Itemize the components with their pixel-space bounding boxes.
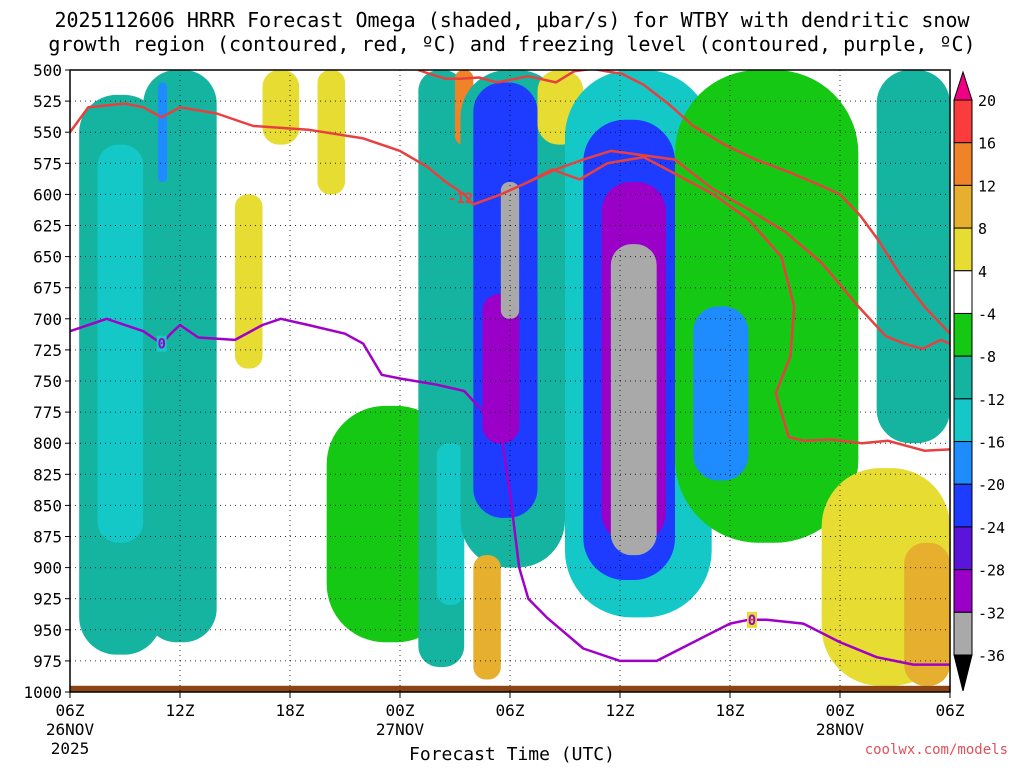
colorbar-box-6 bbox=[953, 398, 973, 443]
colorbar-box-1 bbox=[953, 611, 973, 656]
x-axis-title: Forecast Time (UTC) bbox=[409, 744, 615, 765]
credit-link[interactable]: coolwx.com/models bbox=[864, 742, 1008, 758]
y-tick-label-625: 625 bbox=[33, 217, 62, 236]
colorbar-label--20: -20 bbox=[978, 476, 1005, 494]
contour-label-0b: 0 bbox=[748, 613, 756, 629]
omega-cell-1 bbox=[97, 144, 144, 543]
colorbar-label--36: -36 bbox=[978, 647, 1005, 665]
y-tick-label-875: 875 bbox=[33, 528, 62, 547]
x-tick-label-6: 18Z bbox=[716, 701, 745, 720]
contour-1-segment-0 bbox=[70, 317, 950, 666]
colorbar-box-2 bbox=[953, 569, 973, 613]
colorbar-box-9 bbox=[953, 270, 973, 314]
terrain-band bbox=[70, 685, 950, 692]
omega-cell-20 bbox=[610, 244, 657, 556]
y-tick-label-675: 675 bbox=[33, 279, 62, 298]
colorbar-label--4: -4 bbox=[978, 305, 996, 323]
x-tick-label-3: 00Z bbox=[386, 701, 415, 720]
contour-0-segment-1 bbox=[417, 70, 950, 335]
y-tick-label-1000: 1000 bbox=[23, 683, 62, 702]
x-tick-label-8: 06Z bbox=[936, 701, 965, 720]
x-date-label-0: 26NOV bbox=[46, 720, 95, 739]
colorbar-label--12: -12 bbox=[978, 391, 1005, 409]
colorbar-box-7 bbox=[953, 355, 973, 400]
chart-title-line-2: growth region (contoured, red, ºC) and f… bbox=[48, 32, 976, 56]
omega-cell-9 bbox=[436, 443, 465, 605]
colorbar-label--8: -8 bbox=[978, 348, 996, 366]
y-tick-label-850: 850 bbox=[33, 496, 62, 515]
colorbar-label-16: 16 bbox=[978, 135, 996, 153]
omega-cell-22 bbox=[693, 306, 749, 481]
x-year-label-0: 2025 bbox=[51, 739, 90, 758]
x-tick-label-0: 06Z bbox=[56, 701, 85, 720]
contour-0-segment-2 bbox=[527, 155, 950, 452]
y-tick-label-600: 600 bbox=[33, 185, 62, 204]
omega-cell-2 bbox=[143, 70, 217, 643]
colorbar-box-3 bbox=[953, 526, 973, 571]
x-tick-label-1: 12Z bbox=[166, 701, 195, 720]
colorbar-label-20: 20 bbox=[978, 92, 996, 110]
contour-lines: -12 0 0 bbox=[70, 70, 950, 666]
colorbar-label--28: -28 bbox=[978, 562, 1005, 580]
y-tick-label-900: 900 bbox=[33, 559, 62, 578]
colorbar-label--32: -32 bbox=[978, 604, 1005, 622]
x-date-label-7: 28NOV bbox=[816, 720, 865, 739]
contour-0-segment-0 bbox=[70, 102, 950, 350]
contour-label-bg-0a bbox=[156, 335, 167, 352]
y-tick-label-800: 800 bbox=[33, 434, 62, 453]
colorbar-box-13 bbox=[953, 99, 973, 144]
y-tick-label-975: 975 bbox=[33, 652, 62, 671]
y-tick-label-500: 500 bbox=[33, 61, 62, 80]
colorbar-label--24: -24 bbox=[978, 519, 1005, 537]
contour-label-bg-0b bbox=[747, 611, 757, 628]
y-tick-label-725: 725 bbox=[33, 341, 62, 360]
omega-cell-5 bbox=[262, 70, 300, 145]
colorbar-box-11 bbox=[953, 184, 973, 229]
x-tick-label-4: 06Z bbox=[496, 701, 525, 720]
chart-title-line-1: 2025112606 HRRR Forecast Omega (shaded, … bbox=[54, 8, 970, 32]
omega-colorbar: 20 16 12 8 4 -4 -8 -12 -16 -20 -24 -28 -32 -36 bbox=[953, 70, 1005, 692]
colorbar-label--16: -16 bbox=[978, 434, 1005, 452]
omega-cell-24 bbox=[904, 542, 950, 686]
x-tick-label-5: 12Z bbox=[606, 701, 635, 720]
omega-cell-4 bbox=[235, 194, 263, 369]
colorbar-box-4 bbox=[953, 483, 973, 528]
x-date-label-3: 27NOV bbox=[376, 720, 425, 739]
y-tick-label-925: 925 bbox=[33, 590, 62, 609]
y-tick-label-550: 550 bbox=[33, 123, 62, 142]
y-tick-label-575: 575 bbox=[33, 154, 62, 173]
colorbar-box-5 bbox=[953, 441, 973, 485]
terrain-surface bbox=[70, 685, 950, 692]
y-tick-label-750: 750 bbox=[33, 372, 62, 391]
y-tick-label-950: 950 bbox=[33, 621, 62, 640]
omega-cell-3 bbox=[158, 82, 168, 182]
omega-shaded-field bbox=[79, 70, 950, 686]
colorbar-label-4: 4 bbox=[978, 263, 987, 281]
y-tick-label-700: 700 bbox=[33, 310, 62, 329]
axes: 500 525 550 575 600 625 650 675 700 725 750 775 800 8… bbox=[23, 61, 964, 758]
x-tick-label-2: 18Z bbox=[276, 701, 305, 720]
contour-label-minus-12: -12 bbox=[448, 191, 473, 207]
colorbar-top-triangle bbox=[953, 70, 973, 101]
colorbar-label-8: 8 bbox=[978, 220, 987, 238]
colorbar-box-12 bbox=[953, 142, 973, 186]
y-tick-label-775: 775 bbox=[33, 403, 62, 422]
colorbar-box-8 bbox=[953, 312, 973, 357]
omega-cell-15 bbox=[473, 555, 501, 680]
y-tick-label-650: 650 bbox=[33, 248, 62, 267]
contour-label-0a: 0 bbox=[157, 337, 165, 353]
colorbar-bottom-triangle bbox=[953, 654, 973, 692]
y-tick-label-825: 825 bbox=[33, 465, 62, 484]
colorbar-box-10 bbox=[953, 227, 973, 272]
x-tick-label-7: 00Z bbox=[826, 701, 855, 720]
y-tick-label-525: 525 bbox=[33, 92, 62, 111]
colorbar-label-12: 12 bbox=[978, 177, 996, 195]
